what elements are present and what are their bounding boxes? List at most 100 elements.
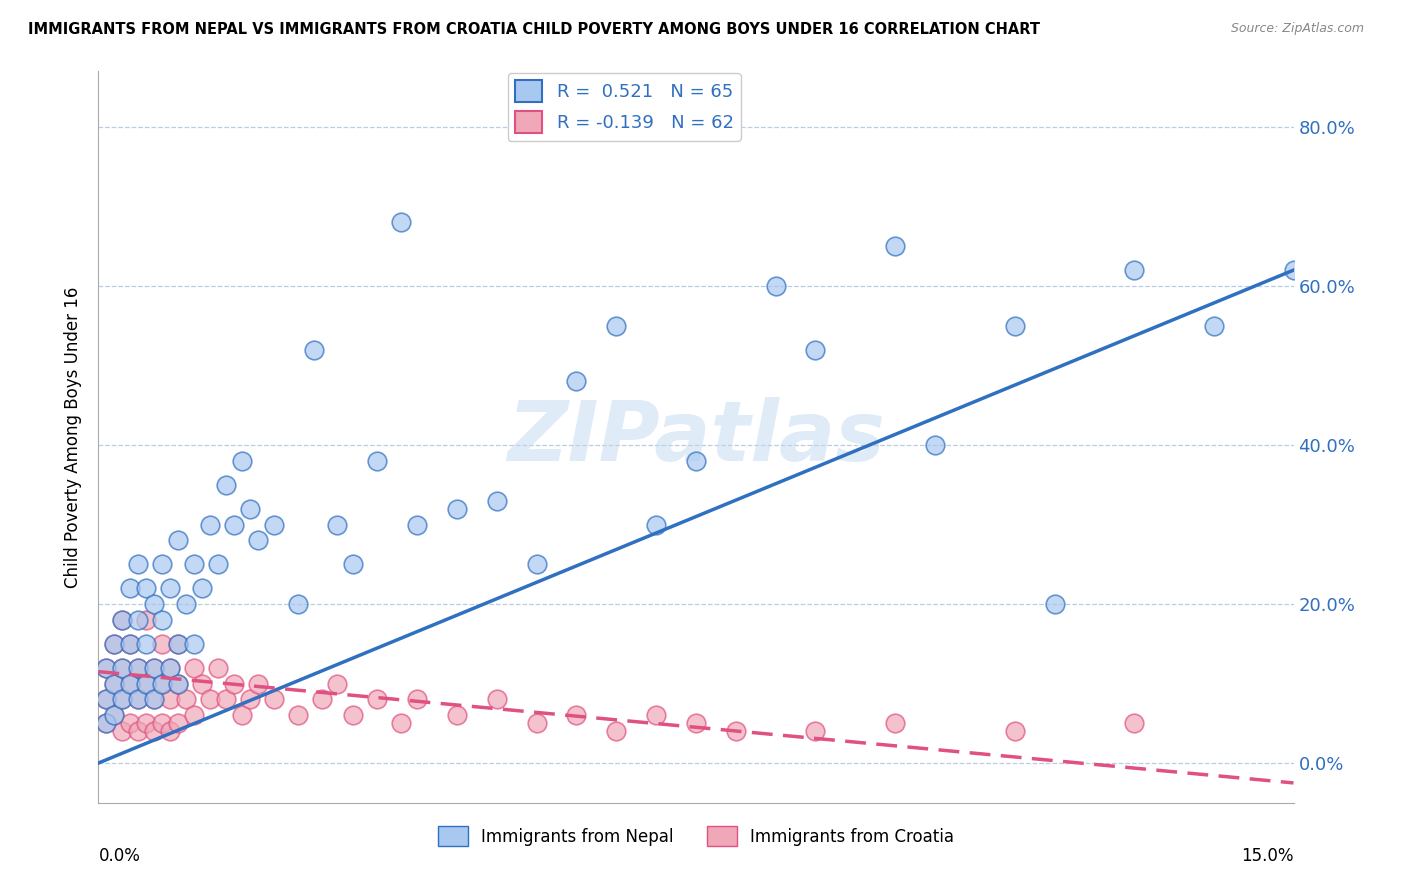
Point <box>167 676 190 690</box>
Point <box>120 637 142 651</box>
Point <box>263 517 285 532</box>
Point <box>446 501 468 516</box>
Point <box>120 637 142 651</box>
Point <box>302 343 325 357</box>
Point <box>198 517 221 532</box>
Point <box>127 692 149 706</box>
Point <box>207 558 229 572</box>
Text: IMMIGRANTS FROM NEPAL VS IMMIGRANTS FROM CROATIA CHILD POVERTY AMONG BOYS UNDER : IMMIGRANTS FROM NEPAL VS IMMIGRANTS FROM… <box>28 22 1040 37</box>
Point <box>446 708 468 723</box>
Point <box>111 660 134 674</box>
Point <box>215 477 238 491</box>
Point <box>326 517 349 532</box>
Text: 0.0%: 0.0% <box>98 847 141 864</box>
Point <box>207 660 229 674</box>
Point <box>167 637 190 651</box>
Point <box>198 692 221 706</box>
Point <box>143 660 166 674</box>
Point <box>127 660 149 674</box>
Point <box>183 558 205 572</box>
Point <box>231 454 253 468</box>
Point <box>884 239 907 253</box>
Point <box>143 724 166 739</box>
Point <box>645 517 668 532</box>
Point <box>167 676 190 690</box>
Point <box>127 724 149 739</box>
Point <box>143 692 166 706</box>
Point <box>1282 263 1305 277</box>
Point <box>287 708 309 723</box>
Point <box>485 692 508 706</box>
Point <box>231 708 253 723</box>
Point <box>366 454 388 468</box>
Point <box>311 692 333 706</box>
Point <box>96 692 118 706</box>
Point <box>120 676 142 690</box>
Point <box>406 517 429 532</box>
Point <box>120 676 142 690</box>
Point <box>645 708 668 723</box>
Point <box>183 708 205 723</box>
Point <box>103 637 125 651</box>
Text: ZIPatlas: ZIPatlas <box>508 397 884 477</box>
Point <box>103 708 125 723</box>
Point <box>222 676 245 690</box>
Point <box>96 660 118 674</box>
Point <box>724 724 747 739</box>
Point <box>183 637 205 651</box>
Text: 15.0%: 15.0% <box>1241 847 1294 864</box>
Point <box>159 581 181 595</box>
Point <box>1123 263 1146 277</box>
Point <box>1123 716 1146 731</box>
Point <box>159 692 181 706</box>
Point <box>342 558 364 572</box>
Point <box>174 597 197 611</box>
Point <box>263 692 285 706</box>
Text: Source: ZipAtlas.com: Source: ZipAtlas.com <box>1230 22 1364 36</box>
Point <box>389 215 412 229</box>
Point <box>127 613 149 627</box>
Point <box>406 692 429 706</box>
Point <box>804 724 827 739</box>
Point <box>167 637 190 651</box>
Point <box>239 692 262 706</box>
Point <box>605 318 627 333</box>
Point <box>215 692 238 706</box>
Point <box>150 637 173 651</box>
Point <box>1004 724 1026 739</box>
Point <box>111 660 134 674</box>
Point <box>111 724 134 739</box>
Point <box>485 493 508 508</box>
Point <box>222 517 245 532</box>
Point <box>804 343 827 357</box>
Point <box>246 533 269 548</box>
Point <box>884 716 907 731</box>
Point <box>103 676 125 690</box>
Legend: Immigrants from Nepal, Immigrants from Croatia: Immigrants from Nepal, Immigrants from C… <box>432 820 960 853</box>
Point <box>174 692 197 706</box>
Point <box>389 716 412 731</box>
Point <box>135 716 157 731</box>
Point <box>183 660 205 674</box>
Point <box>565 708 588 723</box>
Point <box>143 597 166 611</box>
Point <box>150 676 173 690</box>
Point <box>120 581 142 595</box>
Point <box>685 716 707 731</box>
Point <box>685 454 707 468</box>
Point <box>924 438 946 452</box>
Point <box>103 708 125 723</box>
Point <box>765 279 787 293</box>
Point <box>167 533 190 548</box>
Point <box>135 676 157 690</box>
Point <box>150 716 173 731</box>
Point <box>111 613 134 627</box>
Point <box>150 613 173 627</box>
Point <box>191 676 214 690</box>
Y-axis label: Child Poverty Among Boys Under 16: Child Poverty Among Boys Under 16 <box>65 286 83 588</box>
Point <box>342 708 364 723</box>
Point <box>1004 318 1026 333</box>
Point <box>167 716 190 731</box>
Point <box>159 660 181 674</box>
Point <box>565 375 588 389</box>
